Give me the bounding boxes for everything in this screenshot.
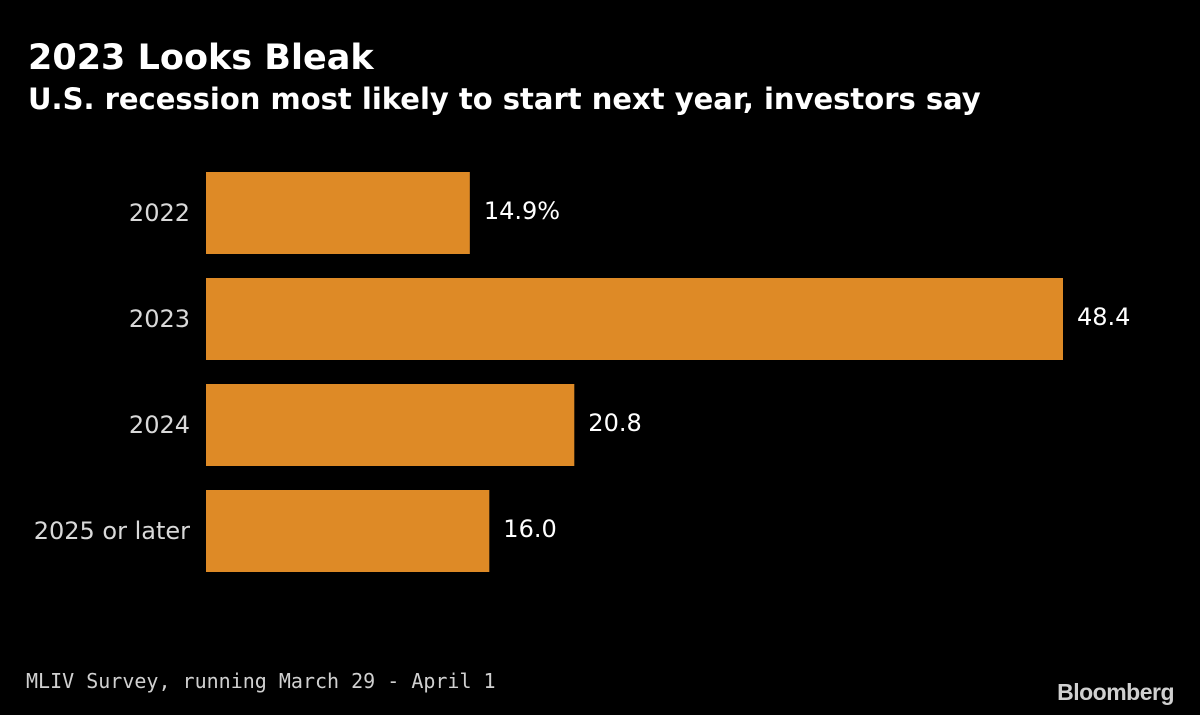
chart-subtitle: U.S. recession most likely to start next… <box>28 82 981 116</box>
category-label-2022: 2022 <box>129 199 190 227</box>
bloomberg-logo: Bloomberg <box>1057 679 1174 705</box>
value-label-2025-or-later: 16.0 <box>503 515 556 543</box>
chart-title: 2023 Looks Bleak <box>28 38 374 78</box>
value-label-2024: 20.8 <box>588 409 641 437</box>
source-note: MLIV Survey, running March 29 - April 1 <box>26 669 496 693</box>
category-label-2023: 2023 <box>129 305 190 333</box>
bar-2023 <box>206 278 1063 360</box>
value-label-2023: 48.4 <box>1077 303 1130 331</box>
bar-2025-or-later <box>206 490 490 572</box>
bar-2024 <box>206 384 575 466</box>
value-label-2022: 14.9% <box>484 197 560 225</box>
category-label-2025-or-later: 2025 or later <box>34 517 190 545</box>
bar-2022 <box>206 172 470 254</box>
category-label-2024: 2024 <box>129 411 190 439</box>
